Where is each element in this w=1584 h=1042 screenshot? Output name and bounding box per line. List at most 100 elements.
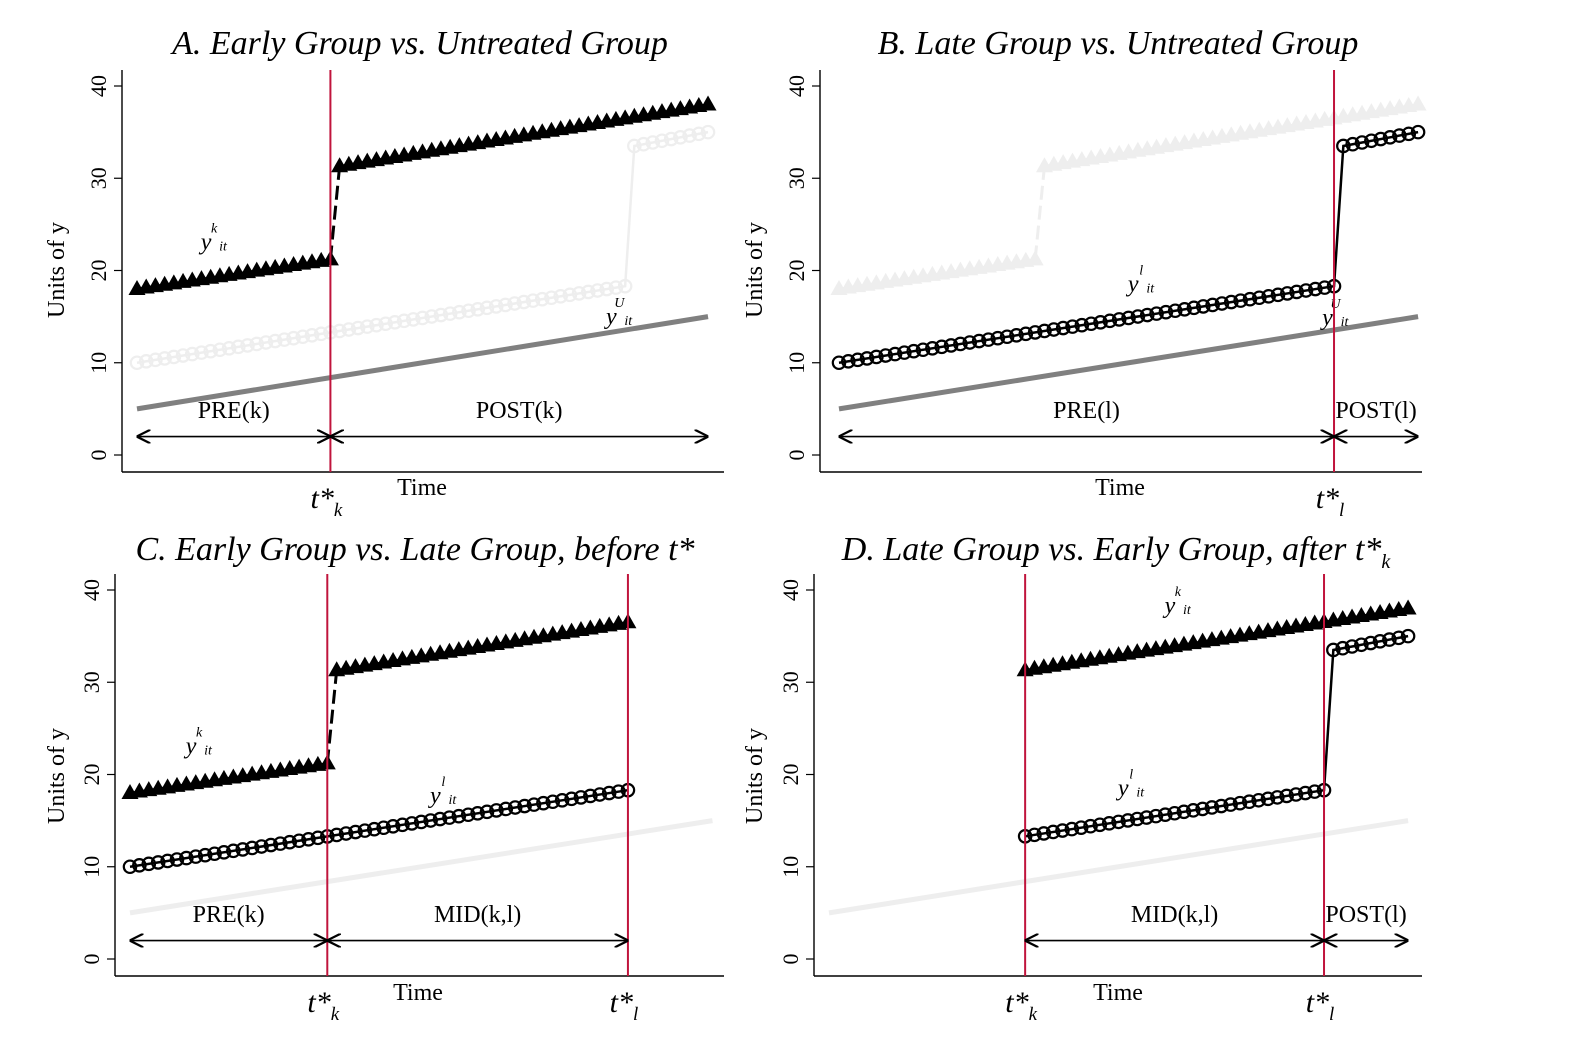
- period-label: PRE(k): [193, 902, 265, 928]
- y-tick-label: 10: [778, 856, 803, 878]
- circle-marker: [313, 326, 329, 342]
- circle-marker: [1252, 290, 1267, 306]
- circle-marker: [1157, 807, 1173, 822]
- circle-marker: [1111, 814, 1126, 830]
- triangle-marker: [1399, 599, 1417, 615]
- circle-marker: [122, 859, 138, 875]
- circle-marker: [366, 821, 382, 837]
- circle-marker: [1139, 810, 1154, 825]
- circle-marker: [1336, 138, 1351, 154]
- circle-marker: [175, 348, 191, 363]
- panel-a: A. Early Group vs. Untreated Group 0 10 20 3…: [44, 25, 724, 521]
- circle-marker: [1167, 303, 1183, 319]
- circle-marker: [350, 320, 366, 336]
- circle-marker: [617, 278, 633, 294]
- svg-text:it: it: [1183, 603, 1192, 618]
- circle-marker: [1018, 326, 1034, 342]
- panel-c: C. Early Group vs. Late Group, before t*…: [44, 531, 724, 1025]
- circle-marker: [212, 342, 228, 358]
- circle-marker: [1382, 130, 1398, 145]
- circle-marker: [157, 351, 172, 366]
- circle-marker: [415, 310, 430, 326]
- circle-marker: [700, 124, 716, 140]
- treatment-time-label: t*l: [1306, 986, 1335, 1025]
- panel-title: D. Late Group vs. Early Group, after t*k: [841, 531, 1392, 573]
- circle-marker: [1027, 827, 1042, 843]
- x-axis-label: Time: [397, 475, 447, 501]
- y-tick-label: 20: [86, 260, 111, 282]
- circle-marker: [1288, 787, 1304, 802]
- circle-marker: [981, 332, 996, 347]
- circle-marker: [990, 330, 1006, 346]
- series-line: [1024, 634, 1409, 838]
- circle-marker: [1120, 813, 1136, 828]
- treatment-time-label: t*k: [1005, 986, 1037, 1025]
- circle-marker: [1176, 804, 1192, 820]
- svg-text:y: y: [604, 304, 617, 330]
- circle-marker: [442, 810, 457, 825]
- circle-marker: [1045, 824, 1061, 840]
- circle-marker: [197, 847, 213, 863]
- y-tick-label: 30: [778, 671, 803, 693]
- circle-marker: [387, 314, 403, 330]
- circle-marker: [207, 846, 222, 862]
- circle-marker: [1111, 312, 1127, 327]
- circle-marker: [160, 853, 175, 869]
- circle-marker: [1373, 131, 1389, 147]
- circle-marker: [129, 355, 145, 371]
- svg-text:l: l: [441, 775, 445, 790]
- circle-marker: [553, 288, 568, 304]
- circle-marker: [341, 322, 357, 337]
- circle-marker: [601, 785, 617, 801]
- y-axis-label: Units of y: [742, 222, 768, 318]
- circle-marker: [141, 856, 157, 872]
- circle-marker: [1280, 286, 1295, 301]
- circle-marker: [452, 304, 467, 320]
- circle-marker: [562, 287, 578, 303]
- circle-marker: [1242, 794, 1257, 810]
- circle-marker: [831, 355, 847, 371]
- circle-marker: [470, 805, 485, 821]
- circle-marker: [1344, 639, 1360, 654]
- circle-marker: [1213, 798, 1229, 814]
- circle-marker: [1279, 788, 1294, 804]
- circle-marker: [943, 338, 959, 353]
- circle-marker: [1101, 816, 1117, 831]
- period-label: POST(l): [1325, 902, 1406, 928]
- series-line: [129, 788, 629, 868]
- circle-marker: [282, 834, 298, 850]
- y-axis-label: Units of y: [44, 222, 70, 318]
- circle-marker: [432, 811, 448, 827]
- circle-marker: [148, 352, 163, 368]
- svg-text:y: y: [428, 783, 441, 809]
- circle-marker: [1232, 795, 1248, 811]
- circle-marker: [169, 852, 185, 867]
- circle-marker: [599, 281, 615, 297]
- circle-marker: [249, 336, 265, 352]
- circle-marker: [1270, 287, 1286, 303]
- circle-marker: [385, 818, 401, 834]
- circle-marker: [1074, 317, 1090, 333]
- circle-marker: [424, 309, 440, 324]
- series-jump: [325, 670, 339, 764]
- series-line: [129, 818, 713, 916]
- circle-marker: [1364, 133, 1379, 149]
- panel-title: A. Early Group vs. Untreated Group: [170, 25, 668, 62]
- circle-marker: [150, 855, 166, 870]
- series-y-it-k: [830, 95, 1427, 295]
- circle-marker: [1073, 820, 1089, 835]
- circle-marker: [369, 317, 384, 333]
- circle-marker: [517, 798, 532, 814]
- series-line: [838, 130, 1419, 364]
- circle-marker: [878, 348, 893, 363]
- circle-marker: [1354, 135, 1370, 150]
- circle-marker: [592, 787, 608, 802]
- circle-marker: [423, 813, 438, 828]
- circle-marker: [226, 843, 241, 859]
- circle-marker: [240, 338, 255, 353]
- svg-text:y: y: [1320, 305, 1333, 331]
